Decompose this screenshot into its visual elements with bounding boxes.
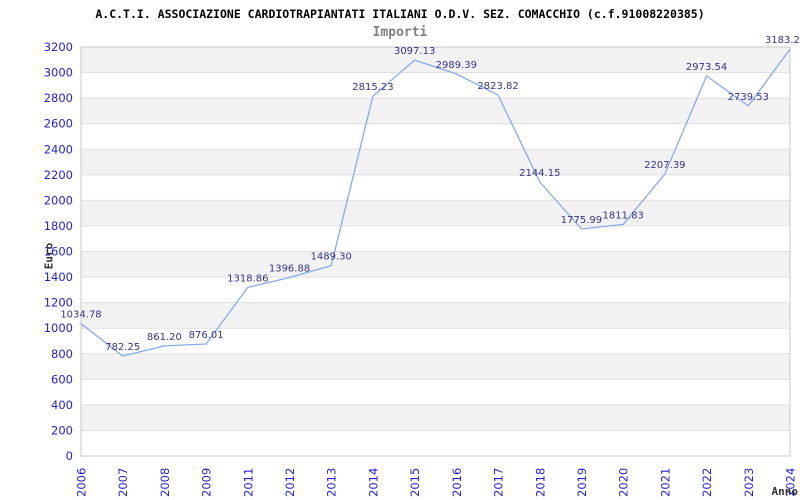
plot-band <box>81 404 790 431</box>
data-point-label: 1396.88 <box>269 263 310 274</box>
data-point-label: 2989.39 <box>436 60 477 71</box>
plot-band <box>81 149 790 175</box>
data-point-label: 1318.86 <box>227 273 268 284</box>
y-tick-label: 1800 <box>44 219 73 233</box>
y-tick-label: 2400 <box>44 142 73 156</box>
y-tick-label: 1600 <box>44 245 73 259</box>
chart-title: A.C.T.I. ASSOCIAZIONE CARDIOTRAPIANTATI … <box>95 7 705 21</box>
x-tick-label: 2009 <box>200 468 214 497</box>
x-tick-label: 2021 <box>658 468 672 497</box>
x-tick-label: 2023 <box>742 468 756 497</box>
y-tick-label: 400 <box>51 398 73 412</box>
data-point-label: 1034.78 <box>60 310 101 321</box>
x-tick-label: 2022 <box>700 468 714 497</box>
x-tick-label: 2015 <box>408 468 422 497</box>
plot-band <box>81 302 790 329</box>
data-point-label: 861.20 <box>147 332 182 343</box>
y-tick-label: 200 <box>51 423 73 437</box>
x-tick-label: 2014 <box>366 468 380 497</box>
plot-band <box>81 353 790 380</box>
y-tick-label: 3000 <box>44 66 73 80</box>
data-point-label: 2739.53 <box>728 92 769 103</box>
y-tick-label: 600 <box>51 372 73 386</box>
data-point-label: 2815.23 <box>352 82 393 93</box>
data-point-label: 876.01 <box>189 330 224 341</box>
x-tick-label: 2024 <box>784 468 798 497</box>
data-point-label: 1811.83 <box>602 210 643 221</box>
x-tick-label: 2007 <box>116 468 130 497</box>
data-point-label: 1489.30 <box>311 252 352 263</box>
x-tick-label: 2020 <box>617 468 631 497</box>
y-tick-label: 2600 <box>44 117 73 131</box>
data-point-label: 2823.82 <box>477 81 518 92</box>
x-tick-label: 2016 <box>450 468 464 497</box>
plot-band <box>81 200 790 226</box>
x-tick-label: 2018 <box>533 468 547 497</box>
y-tick-label: 3200 <box>44 40 73 54</box>
data-point-label: 2973.54 <box>686 62 727 73</box>
x-axis-title: Anno <box>771 485 799 498</box>
data-point-label: 3097.13 <box>394 46 435 57</box>
x-tick-label: 2019 <box>575 468 589 497</box>
x-tick-label: 2013 <box>325 468 339 497</box>
x-tick-label: 2017 <box>492 468 506 497</box>
y-tick-label: 1000 <box>44 321 73 335</box>
data-line <box>80 48 791 357</box>
chart-subtitle: Importi <box>372 25 428 40</box>
y-tick-label: 800 <box>51 347 73 361</box>
data-point-label: 782.25 <box>105 342 140 353</box>
y-tick-label: 2000 <box>44 193 73 207</box>
y-tick-label: 1400 <box>44 270 73 284</box>
plot-band <box>81 47 790 73</box>
x-tick-label: 2008 <box>158 468 172 497</box>
y-tick-label: 1200 <box>44 296 73 310</box>
x-tick-label: 2006 <box>75 468 89 497</box>
x-tick-label: 2012 <box>283 468 297 497</box>
plot-border <box>80 46 791 457</box>
data-point-label: 3183.2 <box>765 35 800 46</box>
data-point-label: 2144.15 <box>519 168 560 179</box>
y-axis-title-text: Euro <box>42 242 56 270</box>
plot-band <box>81 251 790 278</box>
y-tick-label: 0 <box>66 449 73 463</box>
x-tick-label: 2011 <box>241 468 255 497</box>
data-point-label: 1775.99 <box>561 215 602 226</box>
y-tick-label: 2200 <box>44 168 73 182</box>
y-tick-label: 2800 <box>44 91 73 105</box>
data-point-label: 2207.39 <box>644 160 685 171</box>
plot-band <box>81 98 790 124</box>
